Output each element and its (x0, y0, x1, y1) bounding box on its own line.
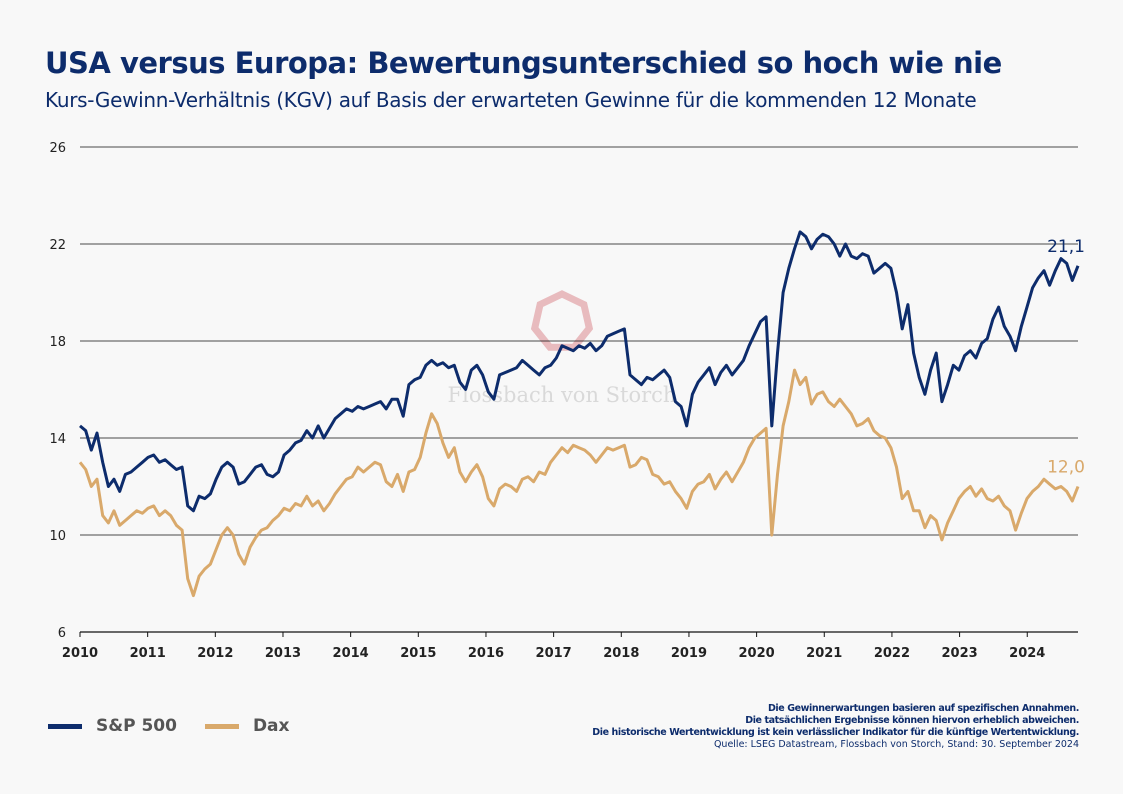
note: Die tatsächlichen Ergebnisse können hier… (745, 715, 1079, 726)
legend-swatch-dax (204, 723, 239, 729)
note: Die Gewinnerwartungen basieren auf spezi… (767, 703, 1079, 714)
x-tick-label: 2010 (62, 646, 98, 661)
end-value-label: 12,0 (1047, 458, 1085, 478)
x-tick-label: 2013 (265, 646, 301, 661)
legend-item-sp500: S&P 500 (48, 716, 177, 736)
y-tick-label: 10 (49, 529, 66, 544)
legend-label: S&P 500 (96, 716, 177, 736)
source-note: Quelle: LSEG Datastream, Flossbach von S… (713, 739, 1079, 750)
chart-subtitle: Kurs-Gewinn-Verhältnis (KGV) auf Basis d… (45, 88, 977, 112)
x-tick-label: 2022 (874, 646, 910, 661)
legend-swatch-sp500 (48, 723, 82, 729)
x-tick-label: 2017 (536, 646, 572, 661)
x-tick-label: 2012 (197, 646, 233, 661)
x-tick-label: 2024 (1009, 646, 1045, 661)
x-tick-label: 2018 (603, 646, 639, 661)
footnotes: Die Gewinnerwartungen basieren auf spezi… (592, 703, 1079, 751)
x-tick-label: 2021 (806, 646, 842, 661)
end-value-label: 21,1 (1047, 237, 1085, 257)
y-tick-label: 6 (58, 626, 66, 641)
x-tick-label: 2015 (400, 646, 436, 661)
series-line-sp500 (79, 230, 1080, 513)
y-tick-label: 26 (49, 141, 66, 156)
legend: S&P 500 Dax (48, 716, 290, 736)
legend-item-dax: Dax (204, 716, 290, 736)
x-tick-label: 2016 (468, 646, 504, 661)
watermark-logo: Flossbach von Storch (448, 290, 677, 407)
x-tick-label: 2020 (739, 646, 775, 661)
note: Die historische Wertentwicklung ist kein… (592, 727, 1079, 738)
watermark-text: Flossbach von Storch (448, 383, 677, 407)
x-tick-label: 2019 (671, 646, 707, 661)
x-tick-label: 2011 (130, 646, 166, 661)
y-tick-label: 18 (49, 335, 66, 350)
series-line-dax (78, 368, 1080, 598)
chart-title: USA versus Europa: Bewertungsunterschied… (45, 46, 1002, 80)
x-tick-label: 2014 (333, 646, 369, 661)
x-tick-label: 2023 (941, 646, 977, 661)
y-tick-label: 14 (49, 432, 66, 447)
legend-label: Dax (252, 716, 290, 736)
y-tick-label: 22 (49, 238, 66, 253)
